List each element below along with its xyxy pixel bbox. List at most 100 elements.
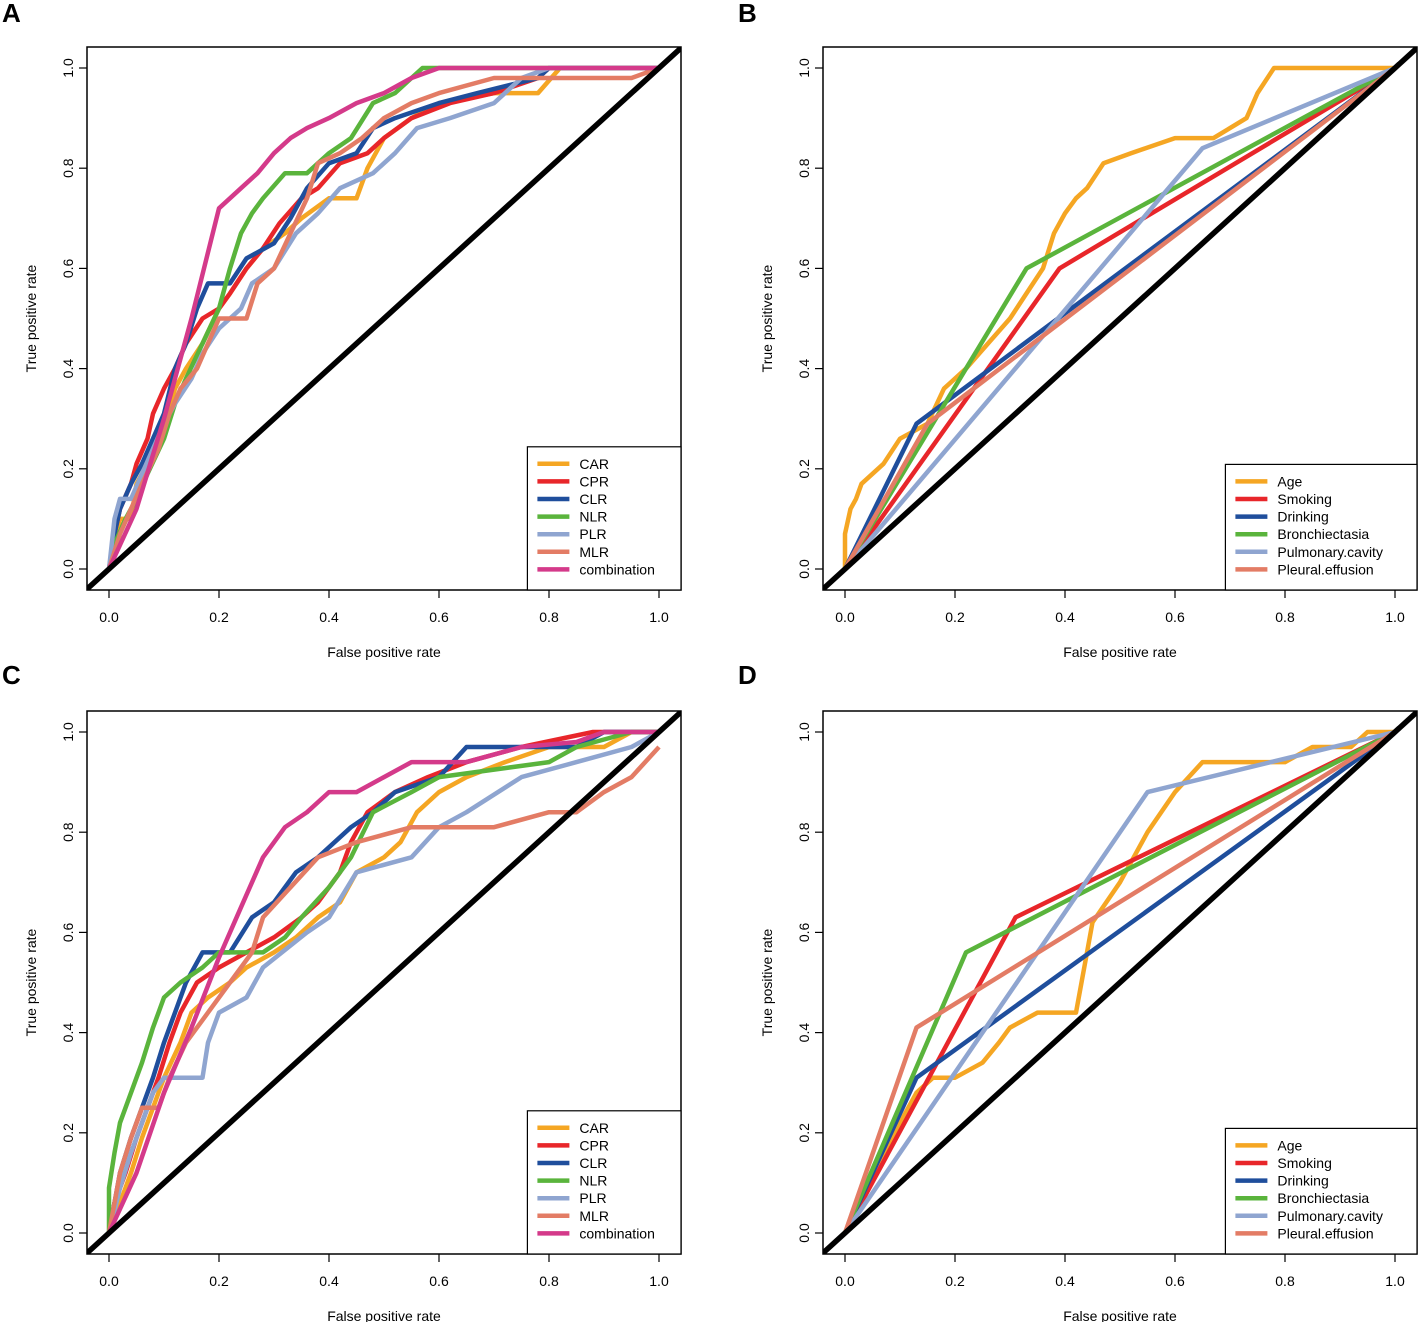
legend-item: Smoking (1235, 491, 1332, 507)
panel-b: B 0.0 0.2 0.4 0.6 0.8 1.0 0.0 0.2 0.4 0.6 0.8 1.0 Fal… (738, 0, 1418, 660)
panel-letter: D (738, 660, 757, 690)
legend-label: Smoking (1277, 491, 1331, 507)
series-line-bronchiectasia (843, 66, 1397, 571)
legend-item: PLR (537, 1190, 607, 1206)
x-tick-label: 1.0 (1385, 609, 1405, 625)
series-line-combination (106, 729, 659, 1234)
legend-label: Drinking (1277, 509, 1328, 525)
y-tick-label: 0.0 (60, 1223, 76, 1243)
legend-item: Pleural.effusion (1235, 1225, 1374, 1241)
series-line-bronchiectasia (842, 729, 1397, 1234)
legend-item: combination (537, 561, 655, 577)
legend-label: Pleural.effusion (1277, 1225, 1373, 1241)
legend-item: NLR (537, 509, 607, 525)
series-line-age (842, 65, 1395, 569)
legend-item: combination (537, 1225, 655, 1241)
legend-label: Age (1277, 1137, 1302, 1153)
y-tick-label: 1.0 (60, 722, 76, 742)
legend-label: CPR (579, 1137, 609, 1153)
legend-label: combination (579, 1225, 655, 1241)
legend-label: combination (579, 561, 655, 577)
legend-item: PLR (537, 526, 607, 542)
series-line-pulmonary-cavity (843, 65, 1396, 571)
series-line-cpr (106, 65, 659, 570)
legend-item: CAR (537, 1120, 609, 1136)
x-tick-label: 0.4 (319, 609, 339, 625)
x-tick-label: 0.2 (209, 1273, 229, 1289)
y-tick-label: 0.6 (60, 258, 76, 278)
legend-item: Pulmonary.cavity (1235, 1208, 1383, 1224)
y-axis-label: True positive rate (23, 928, 39, 1036)
plot-frame (822, 46, 1418, 591)
legend-item: MLR (537, 1208, 609, 1224)
legend-label: PLR (579, 1190, 606, 1206)
legend-item: Drinking (1235, 1173, 1329, 1189)
panel-c: C 0.0 0.2 0.4 0.6 0.8 1.0 0.0 0.2 0.4 0.6 0.8 1.0 Fal… (2, 660, 682, 1322)
x-tick-label: 0.8 (1275, 609, 1295, 625)
series-group (842, 729, 1397, 1235)
panel-letter: A (2, 0, 21, 28)
panel-letter: B (738, 0, 757, 28)
series-line-mlr (106, 65, 660, 570)
panel-a: A 0.0 0.2 0.4 0.6 0.8 1.0 0.0 0.2 0.4 0.6 0.8 1.0 Fal… (2, 0, 682, 660)
x-tick-label: 0.2 (209, 609, 229, 625)
plot-frame (822, 710, 1418, 1255)
y-tick-label: 0.4 (796, 359, 812, 379)
x-tick-label: 0.0 (835, 609, 855, 625)
legend-item: Age (1235, 1137, 1303, 1153)
series-line-plr (106, 730, 661, 1234)
y-tick-label: 0.8 (796, 158, 812, 178)
legend-label: Pleural.effusion (1277, 561, 1373, 577)
legend-label: CLR (579, 491, 607, 507)
series-line-smoking (843, 66, 1397, 571)
y-tick-label: 0.8 (796, 822, 812, 842)
legend-item: CPR (537, 473, 609, 489)
x-tick-label: 0.0 (835, 1273, 855, 1289)
series-line-mlr (106, 745, 661, 1234)
x-axis-label: False positive rate (1063, 644, 1177, 660)
x-tick-label: 0.2 (945, 609, 965, 625)
series-group (106, 729, 661, 1234)
y-tick-label: 0.2 (60, 1123, 76, 1143)
x-tick-label: 0.4 (1055, 609, 1075, 625)
x-axis-label: False positive rate (327, 644, 441, 660)
x-tick-label: 1.0 (649, 1273, 669, 1289)
series-line-plr (106, 65, 659, 570)
y-tick-label: 0.2 (796, 1123, 812, 1143)
legend-label: Pulmonary.cavity (1277, 1208, 1383, 1224)
legend-item: CLR (537, 491, 607, 507)
y-tick-label: 0.6 (796, 258, 812, 278)
legend-label: MLR (579, 544, 609, 560)
reference-diagonal (87, 47, 681, 590)
x-tick-label: 1.0 (649, 609, 669, 625)
legend-label: CLR (579, 1155, 607, 1171)
legend-item: CAR (537, 456, 609, 472)
x-tick-label: 0.0 (99, 609, 119, 625)
legend-label: CAR (579, 1120, 609, 1136)
legend-item: Bronchiectasia (1235, 526, 1369, 542)
panel-d: D 0.0 0.2 0.4 0.6 0.8 1.0 0.0 0.2 0.4 0.6 0.8 1.0 Fal… (738, 660, 1418, 1322)
legend-label: NLR (579, 1173, 607, 1189)
legend-label: Pulmonary.cavity (1277, 544, 1383, 560)
legend-item: CLR (537, 1155, 607, 1171)
y-tick-label: 0.6 (60, 922, 76, 942)
x-tick-label: 0.6 (429, 609, 449, 625)
y-tick-label: 0.0 (60, 559, 76, 579)
x-tick-label: 0.8 (539, 609, 559, 625)
x-axis-label: False positive rate (1063, 1308, 1177, 1322)
y-tick-label: 0.2 (60, 459, 76, 479)
x-tick-label: 0.0 (99, 1273, 119, 1289)
y-axis-label: True positive rate (759, 264, 775, 372)
legend-label: MLR (579, 1208, 609, 1224)
series-line-pulmonary-cavity (843, 729, 1396, 1235)
series-group (106, 65, 660, 570)
legend-label: Bronchiectasia (1277, 526, 1369, 542)
legend-item: CPR (537, 1137, 609, 1153)
plot-frame (86, 710, 682, 1255)
series-line-smoking (843, 729, 1396, 1235)
y-axis-label: True positive rate (759, 928, 775, 1036)
